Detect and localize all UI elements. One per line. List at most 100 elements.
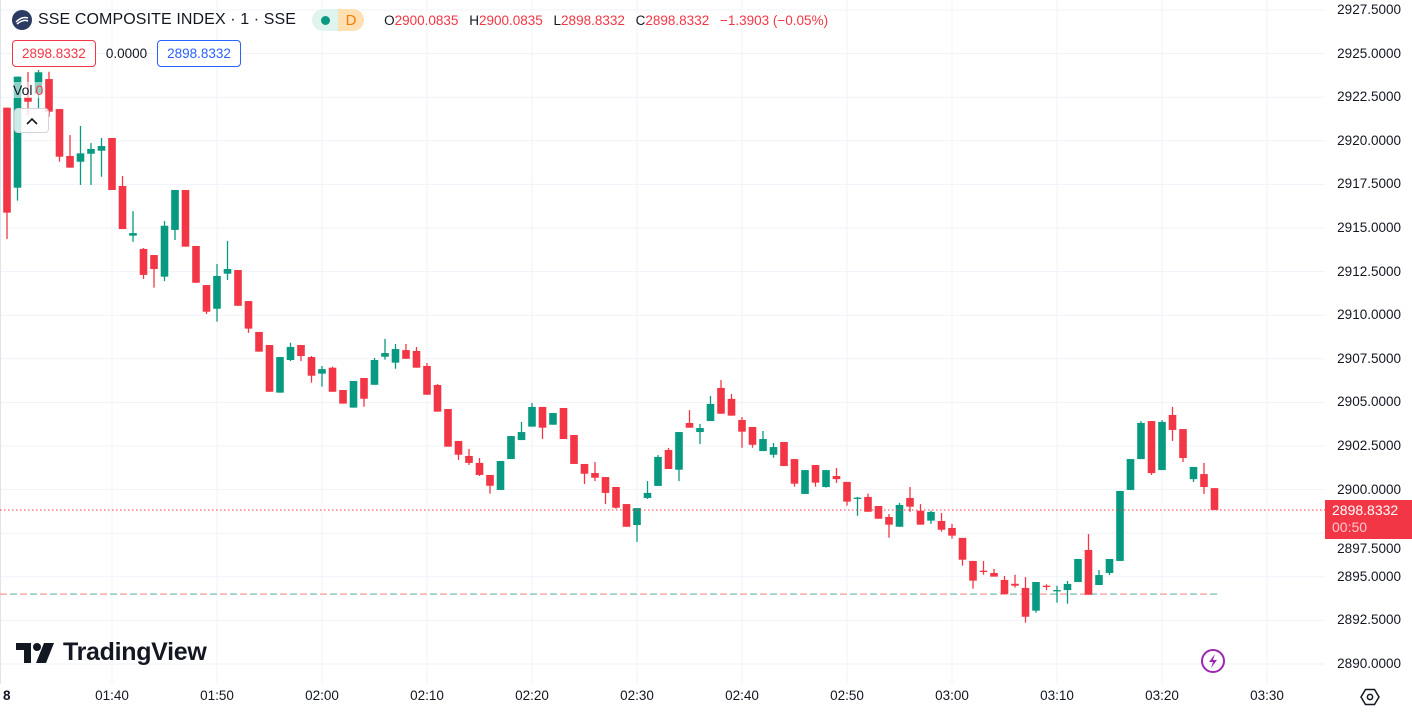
candle-body: [423, 365, 431, 395]
candle-body: [853, 497, 862, 499]
price-tick-label: 2900.0000: [1337, 481, 1401, 497]
candle-up: [1053, 585, 1061, 603]
candle-body: [675, 432, 683, 470]
symbol-title[interactable]: SSE COMPOSITE INDEX · 1 · SSE: [38, 11, 297, 28]
candle-body: [1116, 490, 1124, 561]
chevron-up-icon: [25, 117, 38, 125]
candle-body: [1032, 582, 1040, 611]
candle-body: [1074, 559, 1082, 583]
candle-down: [1042, 584, 1051, 591]
sse-logo-icon: [12, 10, 32, 30]
price-axis[interactable]: 2927.5000 2925.0000 2922.5000 2920.0000 2917…: [1325, 0, 1412, 684]
sell-button[interactable]: 2898.8332: [12, 40, 96, 67]
candle-body: [654, 456, 662, 486]
candle-body: [1200, 474, 1208, 487]
candle-down: [885, 514, 893, 538]
candle-body: [759, 439, 767, 452]
change-value: −1.3903 (−0.05%): [719, 12, 829, 28]
market-status-pill[interactable]: D: [312, 9, 365, 31]
candle-body: [864, 496, 872, 512]
candle-up: [87, 143, 95, 185]
candle-body: [1011, 583, 1019, 586]
candle-body: [528, 406, 536, 427]
candle-body: [1000, 579, 1009, 595]
candle-body: [1021, 587, 1030, 617]
close-value: 2898.8332: [645, 12, 710, 28]
candle-down: [108, 138, 116, 190]
price-tick-label: 2897.5000: [1337, 541, 1401, 556]
settings-hexagon-icon: [1360, 688, 1380, 706]
candle-down: [433, 383, 442, 412]
candle-up: [633, 508, 641, 542]
candle-body: [811, 465, 820, 483]
candle-body: [297, 345, 305, 357]
candle-down: [465, 448, 473, 466]
candle-up: [76, 125, 85, 185]
price-tick-label: 2920.0000: [1337, 132, 1401, 148]
candle-down: [622, 504, 631, 527]
candle-up: [801, 470, 809, 494]
time-tick-label: 02:40: [725, 688, 759, 703]
candle-up: [1074, 559, 1082, 583]
candle-down: [118, 176, 127, 230]
price-tick-label: 2910.0000: [1337, 307, 1401, 323]
tradingview-logo[interactable]: TradingView: [16, 638, 207, 667]
candle-up: [1095, 569, 1103, 585]
candle-down: [738, 417, 746, 448]
candle-down: [990, 568, 998, 577]
candle-body: [1095, 575, 1103, 585]
chart-settings-button[interactable]: [1360, 687, 1380, 712]
candle-body: [234, 270, 242, 306]
time-tick-label: 03:20: [1145, 688, 1179, 703]
price-tick-label: 2927.5000: [1337, 2, 1401, 17]
candle-body: [1126, 459, 1135, 490]
candle-body: [402, 350, 410, 359]
candle-down: [1000, 575, 1009, 595]
candle-down: [265, 345, 274, 392]
candle-body: [1147, 421, 1156, 474]
candle-down: [717, 380, 725, 414]
candle-up: [528, 402, 536, 427]
candle-body: [664, 450, 673, 470]
candle-down: [570, 435, 578, 464]
bar-countdown: 00:50: [1332, 519, 1368, 535]
time-tick-label: 03:00: [935, 688, 969, 703]
lightning-button[interactable]: [1201, 649, 1225, 673]
candle-body: [1105, 559, 1114, 573]
trade-buttons: 2898.8332 0.0000 2898.8332: [12, 40, 241, 67]
price-tick-label: 2907.5000: [1337, 350, 1401, 366]
candle-body: [727, 398, 736, 416]
price-tick-label: 2890.0000: [1337, 656, 1401, 671]
buy-button[interactable]: 2898.8332: [157, 40, 241, 67]
candle-up: [1032, 582, 1040, 613]
candle-body: [181, 189, 190, 247]
collapse-legend-button[interactable]: [14, 108, 49, 133]
candle-up: [1105, 559, 1114, 576]
candle-body: [45, 79, 53, 112]
candle-body: [696, 428, 704, 433]
candle-body: [276, 357, 284, 393]
candle-down: [664, 447, 673, 470]
price-tick-label: 2925.0000: [1337, 45, 1401, 61]
candle-body: [1168, 414, 1177, 430]
candle-down: [3, 107, 11, 239]
candle-up: [276, 357, 284, 393]
candle-body: [622, 504, 631, 527]
candle-down: [412, 346, 421, 368]
candle-body: [171, 189, 179, 230]
candle-body: [139, 248, 148, 275]
candle-down: [402, 343, 410, 359]
candle-up: [643, 481, 652, 500]
candle-body: [559, 407, 568, 440]
candle-up: [1137, 421, 1145, 460]
candle-down: [181, 189, 190, 247]
candle-down: [139, 248, 148, 279]
candle-down: [832, 467, 841, 483]
candle-up: [1126, 459, 1135, 490]
candle-up: [160, 221, 169, 282]
last-price-tag: 2898.8332 00:50: [1325, 500, 1412, 539]
spread-value: 0.0000: [105, 46, 148, 61]
candle-down: [454, 440, 463, 460]
candle-down: [307, 356, 316, 383]
